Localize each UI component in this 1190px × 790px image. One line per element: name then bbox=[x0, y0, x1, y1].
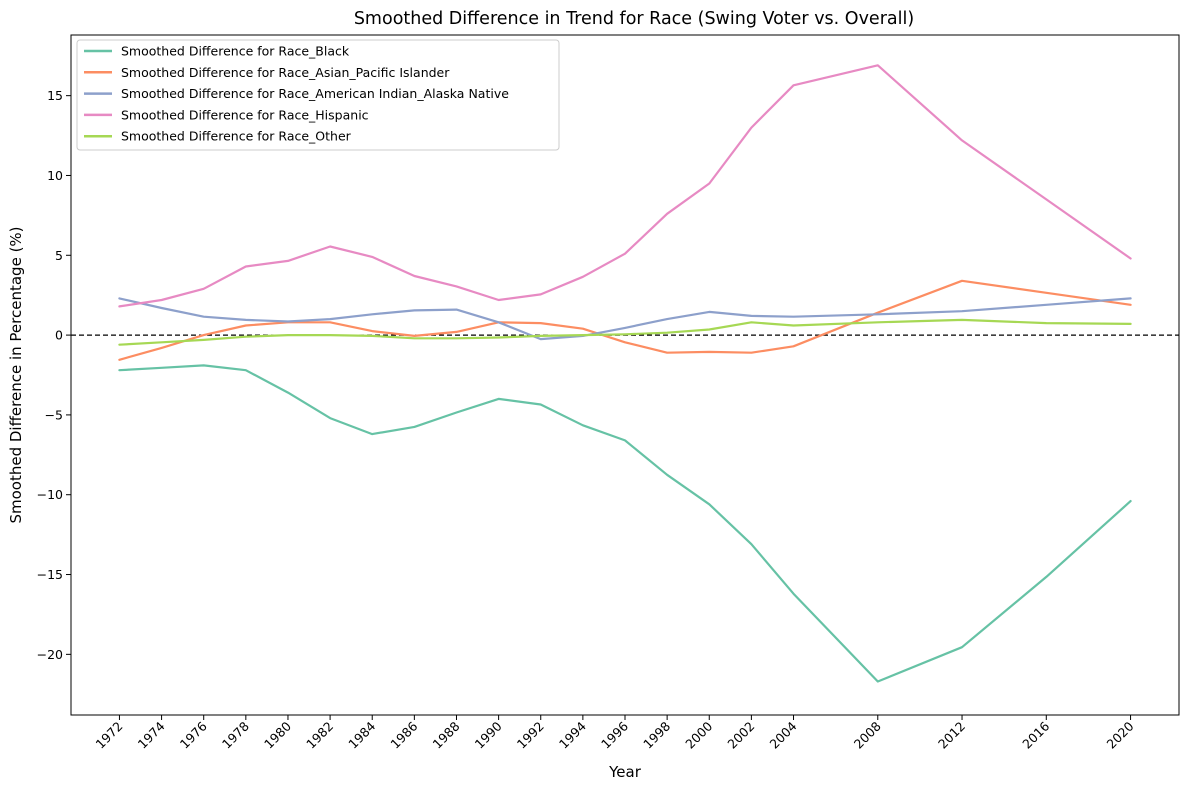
y-tick-label: −5 bbox=[45, 407, 63, 422]
series-layer bbox=[118, 64, 1132, 683]
legend-label-4: Smoothed Difference for Race_Other bbox=[121, 129, 352, 144]
legend-frame bbox=[76, 39, 560, 151]
y-tick-label: 0 bbox=[55, 328, 63, 343]
chart-title: Smoothed Difference in Trend for Race (S… bbox=[354, 9, 914, 29]
series-line-4 bbox=[118, 318, 1132, 346]
y-tick-label: −10 bbox=[37, 487, 63, 502]
plot-area bbox=[70, 34, 1180, 716]
series-line-2 bbox=[118, 297, 1132, 341]
y-tick-label: −15 bbox=[37, 567, 63, 582]
y-tick-label: 5 bbox=[55, 248, 63, 263]
y-axis-label: Smoothed Difference in Percentage (%) bbox=[7, 226, 25, 523]
y-tick-label: 15 bbox=[47, 88, 63, 103]
y-axis: −20 −15 −10 −5 0 5 10 15 bbox=[37, 88, 71, 662]
series-line-3 bbox=[118, 64, 1132, 308]
x-axis-label: Year bbox=[608, 763, 642, 781]
y-tick-label: −20 bbox=[37, 647, 63, 662]
series-line-0 bbox=[118, 364, 1132, 683]
legend-label-2: Smoothed Difference for Race_American In… bbox=[121, 86, 509, 101]
legend-label-3: Smoothed Difference for Race_Hispanic bbox=[121, 107, 369, 122]
legend-label-1: Smoothed Difference for Race_Asian_Pacif… bbox=[121, 65, 450, 80]
legend-label-0: Smoothed Difference for Race_Black bbox=[121, 44, 350, 59]
legend: Smoothed Difference for Race_Black Smooth… bbox=[76, 39, 560, 151]
y-tick-label: 10 bbox=[47, 168, 63, 183]
